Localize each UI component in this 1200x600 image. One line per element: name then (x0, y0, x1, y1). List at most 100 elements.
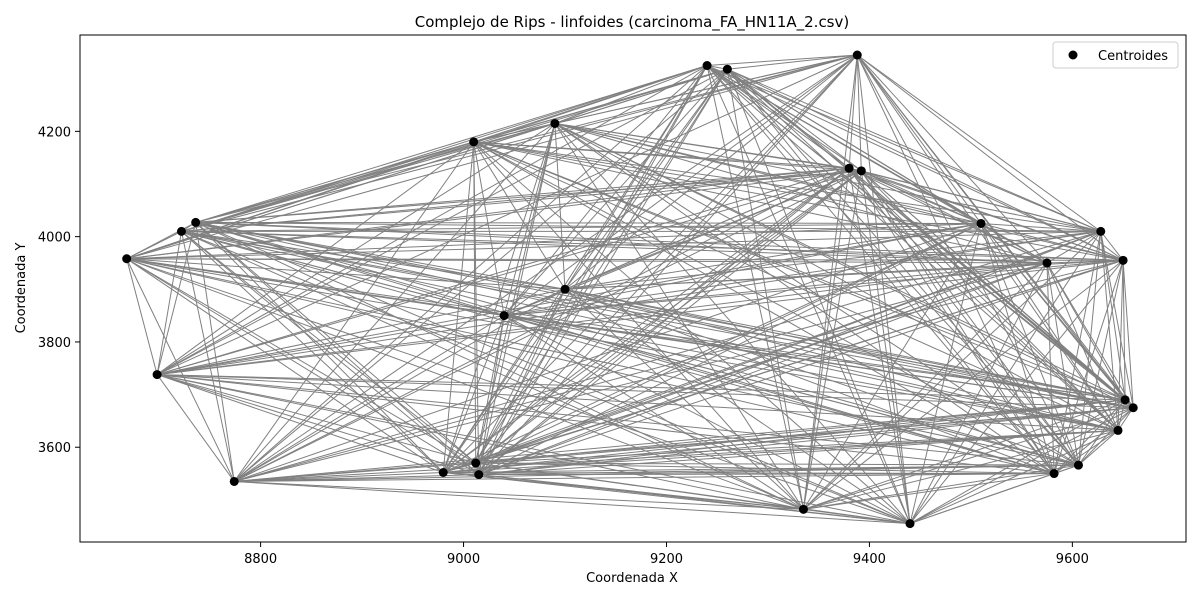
edge (126, 65, 708, 260)
edge (564, 68, 728, 290)
centroid-point (229, 476, 239, 486)
edge (727, 54, 858, 70)
edge (156, 54, 858, 376)
points-layer (122, 50, 1138, 529)
edge (856, 54, 862, 171)
edge (473, 65, 708, 143)
centroid-point (152, 370, 162, 380)
edge (706, 65, 1079, 466)
edge (195, 167, 850, 223)
edge (234, 223, 982, 482)
legend: Centroides (1052, 41, 1179, 69)
edge (803, 262, 1048, 510)
edge (554, 122, 1126, 401)
centroid-point (722, 64, 732, 74)
edge (126, 258, 804, 510)
edge (1100, 231, 1119, 431)
edge (564, 54, 858, 290)
edge (1046, 262, 1079, 466)
edge (126, 258, 158, 375)
edge (503, 65, 708, 316)
edge (233, 288, 566, 482)
edge (504, 259, 1124, 317)
edge (861, 170, 1048, 264)
edge (475, 315, 505, 464)
edge (156, 170, 862, 376)
y-tick-label: 4000 (38, 231, 71, 246)
edge (727, 68, 1101, 232)
edge (803, 473, 1055, 510)
edge (856, 54, 1102, 232)
edge (980, 223, 1055, 474)
centroid-point (1120, 395, 1130, 405)
centroid-point (1128, 403, 1138, 413)
edge (157, 374, 1055, 475)
edge (554, 54, 858, 124)
edge (195, 170, 862, 223)
edge (156, 68, 728, 376)
edge (478, 262, 1048, 476)
edge (181, 231, 444, 473)
edge (126, 258, 444, 473)
plot-frame (79, 34, 1187, 543)
edge (860, 170, 1134, 409)
edge (1046, 259, 1124, 264)
centroid-point (560, 284, 570, 294)
edge (860, 170, 1119, 431)
edge (478, 68, 728, 475)
edge (475, 223, 982, 464)
centroid-point (122, 254, 132, 264)
edge (473, 141, 1126, 401)
centroid-point (550, 118, 560, 128)
edge (1122, 260, 1134, 408)
centroid-point (191, 217, 201, 227)
edge (554, 123, 911, 524)
centroid-point (976, 218, 986, 228)
edge (909, 399, 1126, 525)
edge (726, 68, 1055, 474)
centroid-point (844, 163, 854, 173)
edge (503, 123, 556, 316)
edge (802, 54, 858, 510)
edge (442, 315, 505, 473)
edge (234, 262, 1048, 482)
edge (802, 170, 862, 510)
y-axis-label: Coordenada Y (14, 243, 29, 334)
edge (564, 222, 982, 290)
y-tick-label: 3600 (38, 441, 71, 456)
edge (554, 122, 1048, 264)
edge (909, 262, 1048, 524)
edge (156, 222, 197, 375)
edge (195, 221, 1055, 475)
edge (564, 288, 804, 510)
edge (727, 68, 862, 172)
edge (803, 464, 1079, 510)
x-tick-label: 9400 (853, 552, 886, 567)
edge (564, 288, 1119, 431)
edge (856, 54, 1134, 409)
edge (126, 258, 480, 476)
edge (554, 123, 566, 290)
edge (554, 123, 1055, 474)
x-axis-label: Coordenada X (586, 571, 678, 586)
edge (234, 429, 1119, 482)
edge (1078, 407, 1134, 466)
edge (233, 315, 505, 482)
edge (803, 429, 1119, 510)
edge (473, 141, 804, 510)
edge (195, 65, 708, 223)
x-tick-label: 9200 (650, 552, 683, 567)
edge (848, 167, 1134, 409)
centroid-point (474, 470, 484, 480)
centroid-point (1073, 460, 1083, 470)
edge (861, 170, 982, 224)
edge (478, 259, 1124, 476)
edge (564, 167, 850, 290)
edge (126, 258, 1079, 466)
edge (234, 472, 444, 482)
edge (1077, 260, 1124, 466)
edge (1100, 231, 1134, 408)
edge (860, 170, 1079, 466)
legend-marker (1068, 50, 1078, 60)
edge (1117, 399, 1126, 431)
